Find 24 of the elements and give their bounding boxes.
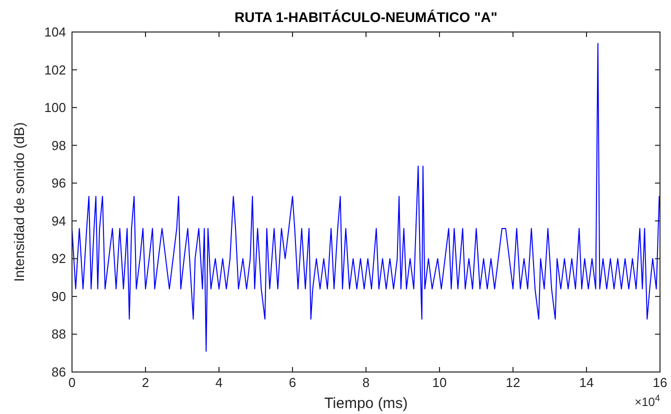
x-tick-label: 6 — [288, 375, 296, 390]
y-tick-label: 104 — [44, 24, 66, 40]
x-tick-label: 2 — [142, 375, 150, 390]
x-tick-label: 4 — [215, 375, 223, 390]
y-tick-label: 102 — [44, 62, 66, 78]
x-tick-label: 0 — [68, 375, 76, 390]
x-tick-label: 14 — [579, 375, 594, 390]
y-tick-label: 96 — [52, 176, 66, 191]
line-series — [72, 42, 660, 352]
x-tick-label: 16 — [652, 375, 668, 390]
x-axis-title: Tiempo (ms) — [324, 395, 408, 412]
text: ×10$^{4}$ — [634, 393, 660, 409]
x-tick-label: 10 — [432, 375, 447, 390]
y-tick-label: 90 — [52, 288, 66, 304]
y-tick-label: 94 — [52, 213, 66, 228]
y-axis-title: Intensidad de sonido (dB) — [11, 122, 27, 282]
y-tick-label: 88 — [52, 326, 66, 342]
chart-title: RUTA 1-HABITÁCULO-NEUMÁTICO "A" — [234, 9, 498, 25]
x-tick-label: 8 — [362, 375, 370, 390]
y-tick-label: 98 — [52, 138, 66, 153]
y-tick-label: 100 — [44, 100, 66, 116]
y-tick-label: 86 — [52, 364, 66, 380]
x-tick-label: 12 — [506, 375, 520, 390]
y-tick-label: 92 — [52, 251, 66, 266]
